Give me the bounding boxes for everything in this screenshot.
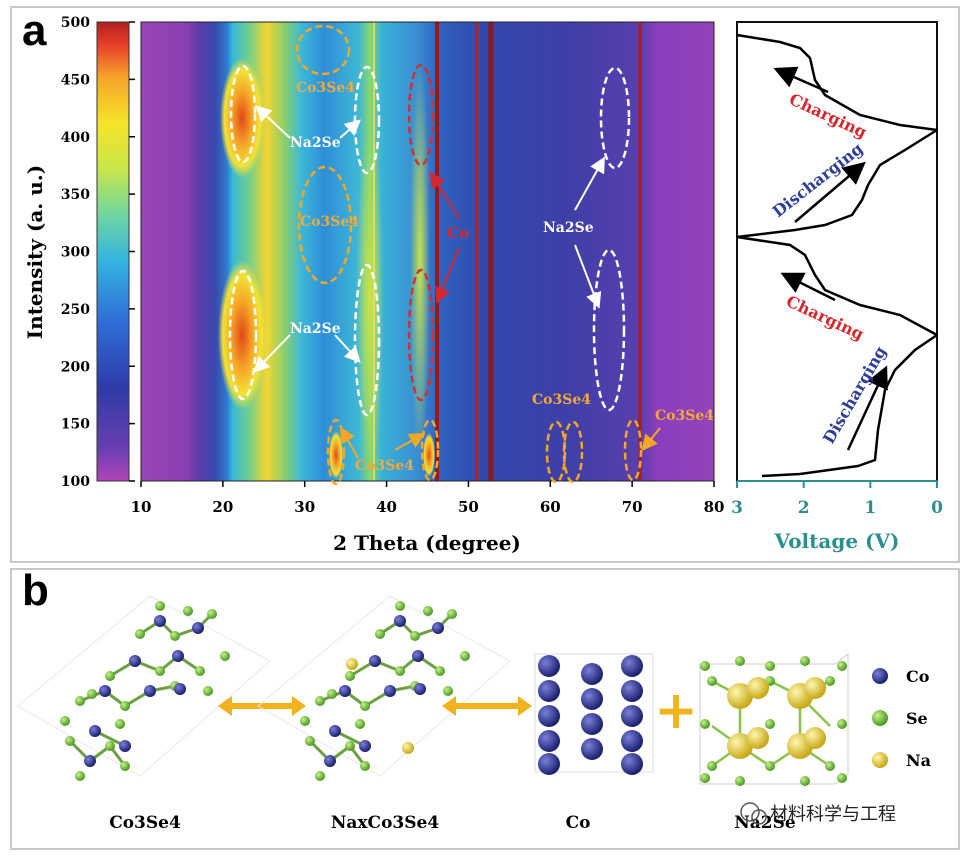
- annotation-arrows: [253, 105, 661, 459]
- na2se-structure: [699, 652, 849, 786]
- voltage-tick-label: 3: [731, 498, 743, 518]
- legend-se-swatch: [872, 710, 888, 726]
- voltage-axis-label: Voltage (V): [774, 529, 900, 553]
- label-na2se-upper: Na2Se: [290, 135, 341, 151]
- x-tick-label: 80: [704, 498, 725, 516]
- x-axis-label: 2 Theta (degree): [333, 531, 521, 555]
- label-co3se4-right2: Co3Se4: [655, 408, 714, 424]
- x-tick-label: 40: [376, 498, 397, 516]
- structure-label-naxco3se4: NaxCo3Se4: [331, 813, 439, 833]
- watermark: 材料科学与工程: [740, 802, 896, 825]
- label-co: Co: [447, 224, 469, 242]
- naxco3se4-structure: [257, 595, 511, 781]
- label-na2se-lower: Na2Se: [290, 321, 341, 337]
- x-axis: 10 20 30 40 50 60 70 80: [131, 481, 725, 516]
- x-tick-label: 70: [622, 498, 643, 516]
- y-axis-label: Intensity (a. u.): [23, 165, 47, 339]
- voltage-curve-upper-discharge: [736, 128, 938, 239]
- y-tick-label: 150: [61, 417, 90, 433]
- na2se-ellipses: [228, 64, 631, 417]
- x-tick-label: 30: [294, 498, 315, 516]
- co3se4-ellipses: [295, 24, 643, 486]
- legend-co-swatch: [872, 668, 888, 684]
- label-co3se4-bottom: Co3Se4: [355, 458, 414, 474]
- plus-sign: +: [654, 680, 698, 741]
- voltage-curve-lower-discharge: [761, 333, 938, 478]
- legend-se-label: Se: [906, 709, 928, 728]
- double-arrow-2: [442, 696, 532, 716]
- co3se4-structure: [17, 595, 271, 781]
- legend-na-label: Na: [906, 751, 931, 770]
- structure-label-na2se: Na2Se: [734, 813, 796, 833]
- atom-legend: Co Se Na: [872, 667, 931, 770]
- y-tick-label: 300: [61, 245, 90, 261]
- co-ellipses: [407, 63, 435, 402]
- y-axis: 100 150 200 250 300 350 400 450 500: [61, 15, 135, 490]
- label-na2se-right: Na2Se: [543, 220, 594, 236]
- x-tick-label: 20: [212, 498, 233, 516]
- y-tick-label: 100: [61, 474, 90, 490]
- label-co3se4-right1: Co3Se4: [532, 392, 591, 408]
- panel-b-figure: + Co Se: [17, 595, 931, 833]
- label-co3se4-top: Co3Se4: [296, 80, 355, 96]
- legend-co-label: Co: [906, 667, 930, 686]
- y-tick-label: 500: [61, 15, 90, 31]
- voltage-curve-upper-charge: [736, 33, 938, 132]
- y-tick-label: 350: [61, 187, 90, 203]
- voltage-x-axis: 3 2 1 0: [731, 481, 943, 518]
- double-arrow-1: [218, 696, 306, 716]
- structure-label-co3se4: Co3Se4: [109, 813, 181, 833]
- legend-na-swatch: [872, 752, 888, 768]
- label-co3se4-mid: Co3Se4: [300, 214, 359, 230]
- panel-a-frame: [10, 6, 960, 563]
- watermark-text: 材料科学与工程: [770, 804, 896, 825]
- voltage-curve-lower-charge: [736, 235, 938, 337]
- x-tick-label: 50: [458, 498, 479, 516]
- panel-b-letter: b: [22, 566, 49, 615]
- voltage-tick-label: 0: [931, 498, 943, 518]
- y-tick-label: 450: [61, 72, 90, 88]
- voltage-tick-label: 1: [864, 498, 876, 518]
- voltage-tick-label: 2: [798, 498, 810, 518]
- co-structure: [534, 653, 654, 775]
- wechat-icon: [740, 802, 760, 822]
- x-tick-label: 60: [540, 498, 561, 516]
- x-tick-label: 10: [131, 498, 152, 516]
- heatmap: [140, 21, 715, 482]
- y-tick-label: 400: [61, 130, 90, 146]
- y-tick-label: 250: [61, 302, 90, 318]
- voltage-panel: Charging Discharging Charging Dischargin…: [731, 21, 943, 553]
- y-tick-label: 200: [61, 359, 90, 375]
- panel-a-letter: a: [22, 6, 47, 55]
- colorbar: [96, 21, 130, 482]
- panel-b-frame: [10, 568, 960, 850]
- structure-label-co: Co: [566, 813, 591, 833]
